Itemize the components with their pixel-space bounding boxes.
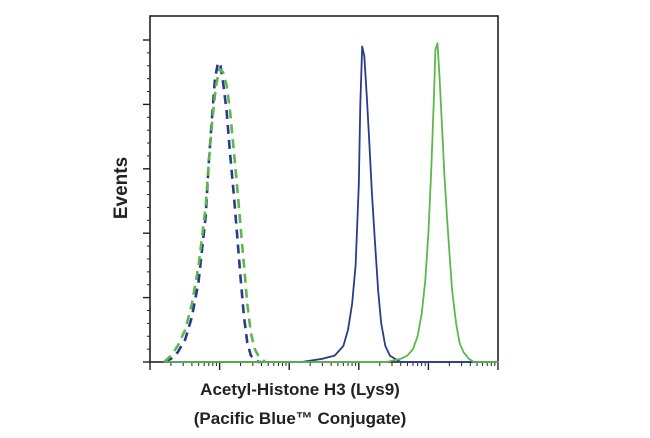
x-axis-ticks <box>149 362 499 370</box>
y-axis-ticks <box>143 39 150 363</box>
series-line-1 <box>163 61 262 364</box>
x-axis-label-line2: (Pacific Blue™ Conjugate) <box>194 409 407 428</box>
series-line-3 <box>163 45 499 363</box>
series-layer <box>163 42 499 364</box>
series-line-4 <box>163 42 499 363</box>
series-line-2 <box>163 67 266 363</box>
y-axis-label: Events <box>111 157 132 219</box>
x-axis-label-line1: Acetyl-Histone H3 (Lys9) <box>200 380 400 399</box>
